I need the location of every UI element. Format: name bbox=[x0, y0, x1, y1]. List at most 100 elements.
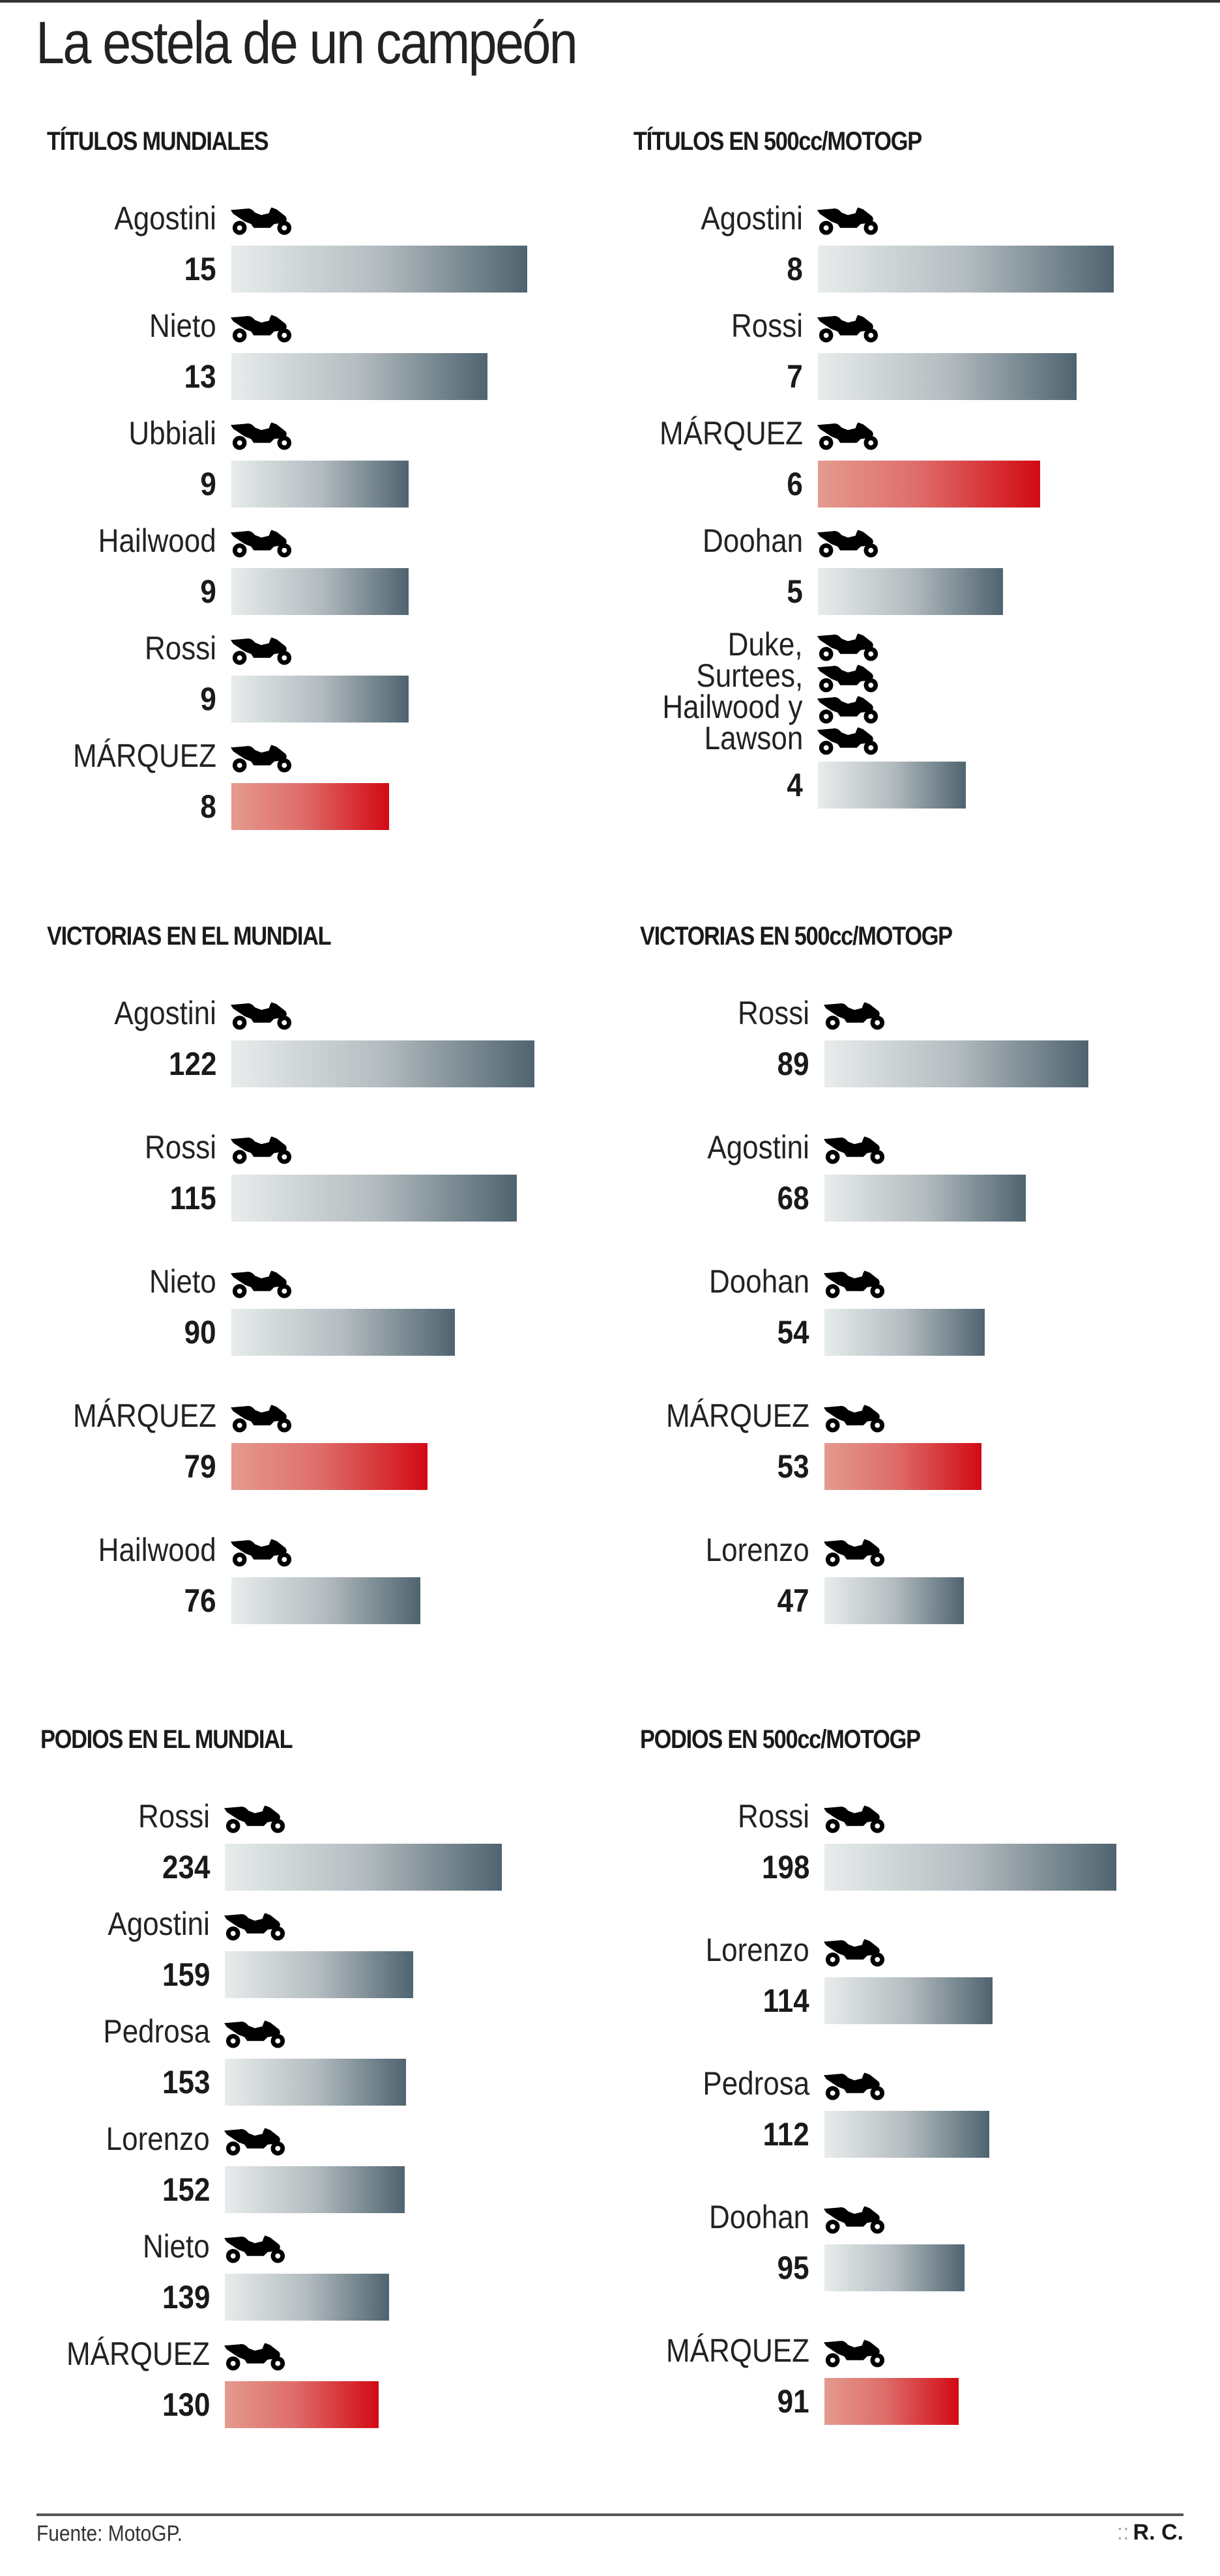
bar bbox=[231, 676, 409, 723]
bar bbox=[818, 762, 966, 809]
rider-name: Agostini bbox=[114, 200, 216, 236]
bar-value: 76 bbox=[184, 1582, 216, 1619]
bar bbox=[231, 1577, 420, 1624]
source-note: Fuente: MotoGP. bbox=[36, 2521, 182, 2546]
bar bbox=[818, 568, 1003, 615]
motorcycle-icon bbox=[229, 1269, 293, 1299]
rider-name: Lawson bbox=[704, 720, 803, 756]
bar bbox=[824, 1977, 993, 2024]
bar-value: 6 bbox=[787, 466, 803, 502]
motorcycle-icon bbox=[229, 206, 293, 236]
rider-name: Lorenzo bbox=[705, 1932, 809, 1968]
rider-name: Rossi bbox=[138, 1798, 210, 1835]
rider-name: Lorenzo bbox=[106, 2121, 210, 2157]
bar-value: 130 bbox=[162, 2386, 210, 2423]
motorcycle-icon bbox=[816, 632, 880, 662]
rider-name: Rossi bbox=[737, 1798, 809, 1835]
motorcycle-icon bbox=[229, 1403, 293, 1433]
motorcycle-icon bbox=[229, 528, 293, 558]
motorcycle-icon bbox=[816, 726, 880, 756]
motorcycle-icon bbox=[822, 2338, 886, 2368]
bar bbox=[225, 1951, 413, 1998]
motorcycle-icon bbox=[229, 636, 293, 666]
rider-name: Doohan bbox=[708, 1263, 809, 1300]
rider-name: Hailwood y bbox=[662, 689, 803, 725]
bar bbox=[824, 2111, 989, 2158]
bar bbox=[818, 246, 1114, 293]
bar bbox=[225, 2166, 405, 2213]
highlight-bar bbox=[824, 2378, 959, 2425]
highlight-bar bbox=[231, 783, 389, 830]
motorcycle-icon bbox=[822, 1269, 886, 1299]
motorcycle-icon bbox=[816, 421, 880, 451]
bar-value: 153 bbox=[162, 2064, 210, 2100]
motorcycle-icon bbox=[822, 2205, 886, 2235]
motorcycle-icon bbox=[822, 1135, 886, 1165]
bar bbox=[225, 2059, 406, 2106]
author-credit: :: R. C. bbox=[1117, 2520, 1184, 2545]
bar-value: 8 bbox=[787, 251, 803, 287]
section-title: VICTORIAS EN 500cc/MOTOGP bbox=[640, 922, 953, 951]
rider-name: Doohan bbox=[702, 522, 803, 559]
bar-value: 122 bbox=[168, 1046, 216, 1082]
section-title: PODIOS EN EL MUNDIAL bbox=[40, 1725, 293, 1754]
bar bbox=[824, 1844, 1116, 1891]
bar-value: 9 bbox=[200, 681, 216, 717]
bar-value: 152 bbox=[162, 2171, 210, 2208]
highlight-bar bbox=[824, 1443, 981, 1490]
section-title: VICTORIAS EN EL MUNDIAL bbox=[47, 922, 332, 951]
rider-name: Duke, bbox=[728, 626, 803, 663]
bar-value: 9 bbox=[200, 466, 216, 502]
rider-name: MÁRQUEZ bbox=[666, 1397, 809, 1434]
bar-value: 90 bbox=[184, 1314, 216, 1351]
bar-value: 54 bbox=[777, 1314, 809, 1351]
rider-name: Hailwood bbox=[98, 522, 216, 559]
bar bbox=[824, 2244, 965, 2291]
motorcycle-icon bbox=[229, 1135, 293, 1165]
bar-value: 114 bbox=[763, 1982, 809, 2019]
bar-value: 95 bbox=[777, 2250, 809, 2286]
highlight-bar bbox=[818, 461, 1040, 508]
bar-value: 115 bbox=[170, 1180, 216, 1216]
rider-name: Rossi bbox=[731, 308, 803, 344]
bar bbox=[231, 461, 409, 508]
motorcycle-icon bbox=[229, 1538, 293, 1567]
rider-name: Doohan bbox=[708, 2199, 809, 2235]
bar bbox=[225, 1844, 502, 1891]
rider-name: Rossi bbox=[144, 630, 216, 666]
motorcycle-icon bbox=[816, 694, 880, 724]
motorcycle-icon bbox=[223, 2019, 287, 2049]
bar bbox=[231, 1040, 534, 1087]
motorcycle-icon bbox=[223, 2341, 287, 2371]
bar-value: 79 bbox=[184, 1448, 216, 1485]
bar-value: 89 bbox=[777, 1046, 809, 1082]
motorcycle-icon bbox=[229, 1001, 293, 1031]
bar-value: 91 bbox=[777, 2383, 809, 2420]
bar-value: 8 bbox=[200, 788, 216, 825]
bar-value: 15 bbox=[184, 251, 216, 287]
motorcycle-icon bbox=[223, 2234, 287, 2264]
bar-value: 53 bbox=[777, 1448, 809, 1485]
bar bbox=[824, 1309, 985, 1356]
bar-value: 9 bbox=[200, 573, 216, 610]
motorcycle-icon bbox=[816, 206, 880, 236]
motorcycle-icon bbox=[822, 2071, 886, 2101]
highlight-bar bbox=[225, 2381, 379, 2428]
rider-name: Ubbiali bbox=[128, 415, 216, 451]
motorcycle-icon bbox=[822, 1001, 886, 1031]
rider-name: Agostini bbox=[108, 1906, 210, 1942]
motorcycle-icon bbox=[822, 1403, 886, 1433]
bar-value: 4 bbox=[787, 767, 803, 803]
rider-name: MÁRQUEZ bbox=[660, 415, 803, 451]
rider-name: Agostini bbox=[114, 995, 216, 1031]
rider-name: Hailwood bbox=[98, 1532, 216, 1568]
bar bbox=[231, 568, 409, 615]
bar bbox=[231, 246, 527, 293]
bar bbox=[231, 1175, 517, 1222]
bar-value: 112 bbox=[763, 2116, 809, 2153]
motorcycle-icon bbox=[822, 1804, 886, 1834]
bar-value: 68 bbox=[777, 1180, 809, 1216]
bar-value: 47 bbox=[777, 1582, 809, 1619]
motorcycle-icon bbox=[223, 1804, 287, 1834]
credit-initials: R. C. bbox=[1133, 2520, 1184, 2545]
